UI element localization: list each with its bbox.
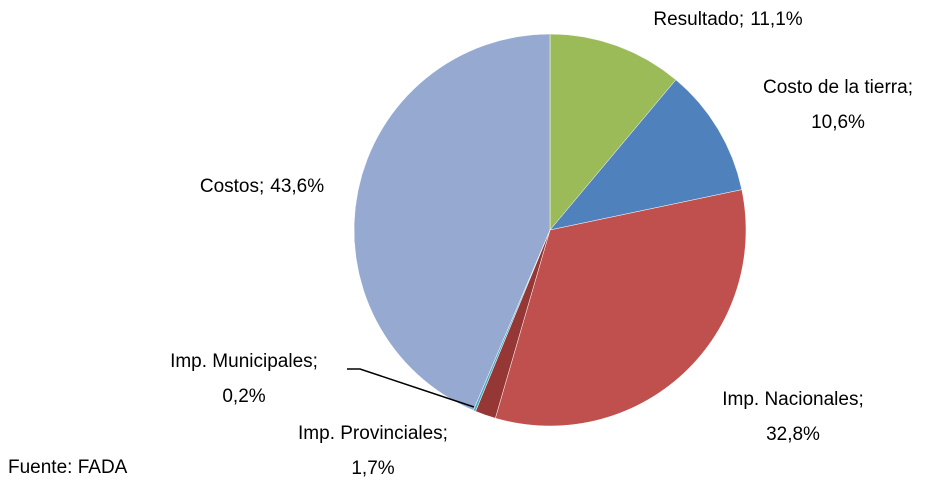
- source-note: Fuente: FADA: [8, 457, 128, 478]
- pie-slice: [495, 189, 747, 427]
- value-label: 10,6%: [811, 112, 865, 133]
- data-label: Imp. Provinciales; 1,7%: [298, 423, 448, 479]
- data-label: Costo de la tierra; 10,6%: [763, 77, 913, 133]
- data-label: Imp. Municipales; 0,2%: [170, 351, 318, 407]
- category-label: Costos;: [200, 176, 264, 197]
- value-label: 1,7%: [351, 458, 394, 479]
- pie-slice: [549, 79, 743, 231]
- pie-slice: [549, 33, 677, 231]
- value-label: 43,6%: [270, 176, 324, 197]
- value-label: 11,1%: [750, 9, 803, 30]
- value-label: 0,2%: [222, 386, 265, 407]
- value-label: 32,8%: [766, 424, 820, 445]
- pie-slice: [353, 33, 551, 411]
- leader-line: [347, 368, 475, 408]
- data-label: Costos; 43,6%: [200, 176, 324, 197]
- data-label: Resultado; 11,1%: [653, 9, 802, 30]
- category-label: Resultado;: [653, 9, 744, 30]
- category-label: Imp. Nacionales;: [722, 389, 864, 410]
- category-label: Imp. Provinciales;: [298, 423, 448, 444]
- data-label: Imp. Nacionales; 32,8%: [722, 389, 864, 445]
- category-label: Imp. Municipales;: [170, 351, 318, 372]
- category-label: Costo de la tierra;: [763, 77, 913, 98]
